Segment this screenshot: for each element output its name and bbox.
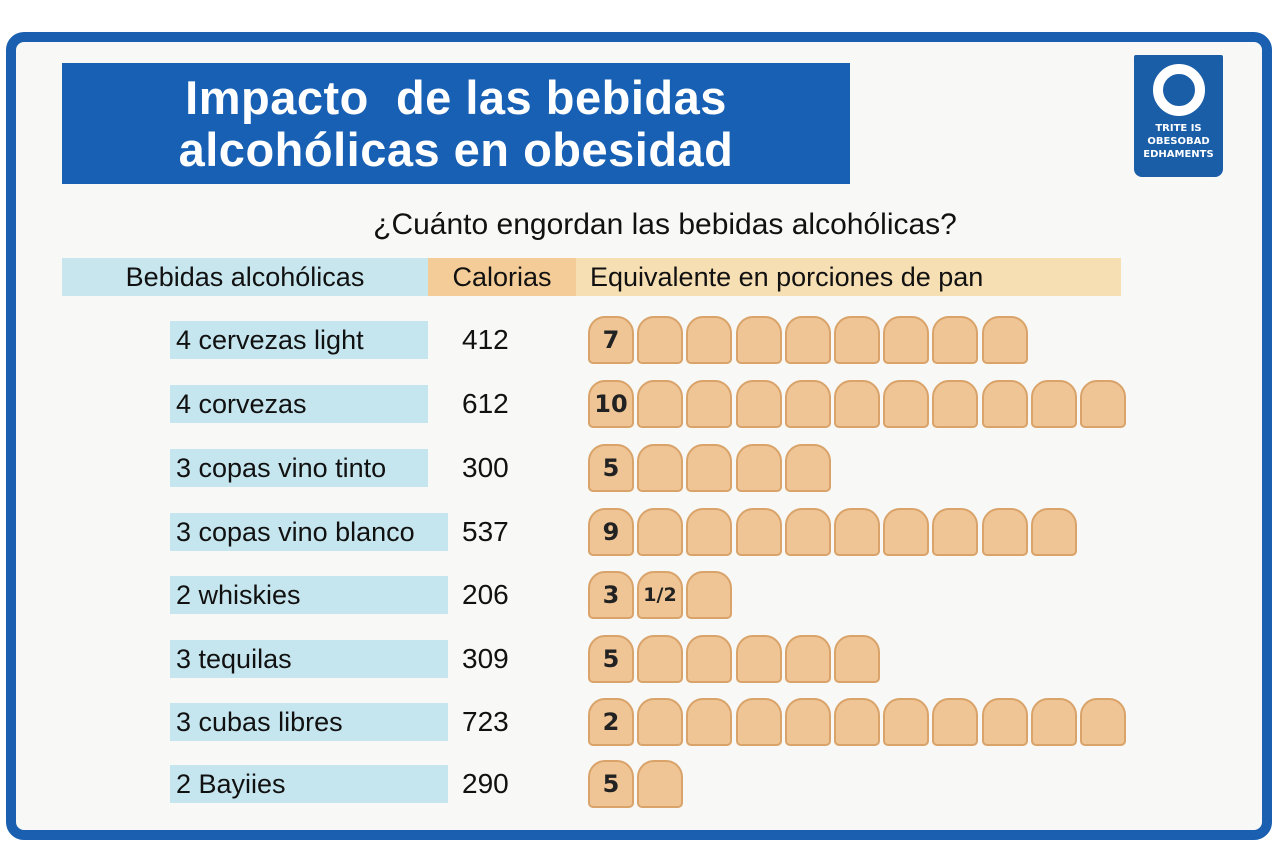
bread-slice-icon [834, 698, 880, 746]
bread-slice-icon [785, 380, 831, 428]
bread-slice-icon [637, 698, 683, 746]
drink-name: 3 tequilas [170, 640, 448, 678]
bread-slice-icon [736, 508, 782, 556]
bread-slice-icon [686, 571, 732, 619]
bread-slice-icon [932, 508, 978, 556]
calorie-value: 612 [462, 388, 509, 419]
drink-name: 3 copas vino blanco [170, 513, 448, 551]
bread-slice-icon [1031, 698, 1077, 746]
calorie-value: 290 [462, 768, 509, 799]
calorie-value: 309 [462, 643, 509, 674]
bread-slice-icon [686, 316, 732, 364]
calorie-value: 412 [462, 324, 509, 355]
bread-slice-icon [1080, 380, 1126, 428]
bread-half-label: 1/2 [637, 571, 683, 619]
bread-slice-icon [637, 635, 683, 683]
bread-slice-icon [736, 316, 782, 364]
bread-slice-icon [637, 760, 683, 808]
bread-slice-icon [785, 316, 831, 364]
bread-slice-icon [982, 316, 1028, 364]
bread-slice-icon [932, 316, 978, 364]
bread-count-label: 2 [588, 698, 634, 746]
bread-slice-icon [883, 508, 929, 556]
bread-slice-icon [785, 444, 831, 492]
drink-name: 4 cervezas light [170, 321, 428, 359]
bread-slice-icon [637, 316, 683, 364]
bread-slice-icon [686, 698, 732, 746]
drink-name: 3 cubas libres [170, 703, 448, 741]
bread-slice-icon [736, 380, 782, 428]
ring-logo-icon [1152, 64, 1205, 116]
subtitle: ¿Cuánto engordan las bebidas alcohólicas… [373, 208, 957, 241]
drink-name: 2 whiskies [170, 576, 448, 614]
bread-slice-icon [834, 635, 880, 683]
bread-count-label: 9 [588, 508, 634, 556]
bread-count-label: 3 [588, 571, 634, 619]
bread-count-label: 5 [588, 635, 634, 683]
bread-slice-icon [834, 316, 880, 364]
bread-slice-icon [883, 380, 929, 428]
bread-slice-icon [1080, 698, 1126, 746]
bread-slice-icon [736, 444, 782, 492]
bread-slice-icon [834, 380, 880, 428]
drink-name: 2 Bayiies [170, 765, 448, 803]
bread-slice-icon [785, 698, 831, 746]
bread-slice-icon [686, 508, 732, 556]
bread-slice-icon [785, 508, 831, 556]
bread-slice-icon [982, 380, 1028, 428]
drink-name: 4 corvezas [170, 385, 428, 423]
bread-slice-icon [637, 444, 683, 492]
title-line-2: alcohólicas en obesidad [178, 122, 734, 176]
bread-count-label: 10 [588, 380, 634, 428]
bread-slice-icon [686, 635, 732, 683]
calorie-value: 723 [462, 706, 509, 737]
logo-line-3: EDHAMENTS [1143, 149, 1214, 160]
bread-slice-icon [686, 380, 732, 428]
header-equivalent: Equivalente en porciones de pan [576, 258, 1121, 296]
logo-badge: TRITE IS OBESOBAD EDHAMENTS [1134, 55, 1223, 177]
calorie-value: 537 [462, 516, 509, 547]
header-calories: Calorias [428, 258, 576, 296]
bread-slice-icon [736, 698, 782, 746]
title-line-1: Impacto de las bebidas [185, 70, 727, 124]
bread-slice-icon [834, 508, 880, 556]
bread-slice-icon [637, 508, 683, 556]
bread-slice-icon [883, 316, 929, 364]
drink-name: 3 copas vino tinto [170, 449, 428, 487]
bread-count-label: 7 [588, 316, 634, 364]
bread-count-label: 5 [588, 760, 634, 808]
header-drinks: Bebidas alcohólicas [62, 258, 428, 296]
page-title: Impacto de las bebidas alcohólicas en ob… [62, 63, 850, 184]
bread-count-label: 5 [588, 444, 634, 492]
bread-slice-icon [785, 635, 831, 683]
calorie-value: 206 [462, 579, 509, 610]
bread-slice-icon [932, 698, 978, 746]
bread-slice-icon [982, 698, 1028, 746]
logo-line-2: OBESOBAD [1147, 136, 1210, 147]
bread-slice-icon [1031, 508, 1077, 556]
calorie-value: 300 [462, 452, 509, 483]
bread-slice-icon [1031, 380, 1077, 428]
bread-slice-icon [686, 444, 732, 492]
bread-slice-icon [932, 380, 978, 428]
bread-slice-icon [736, 635, 782, 683]
logo-text: TRITE IS OBESOBAD EDHAMENTS [1143, 122, 1213, 161]
bread-slice-icon [982, 508, 1028, 556]
bread-slice-icon [883, 698, 929, 746]
bread-slice-icon [637, 380, 683, 428]
logo-line-1: TRITE IS [1155, 123, 1202, 134]
